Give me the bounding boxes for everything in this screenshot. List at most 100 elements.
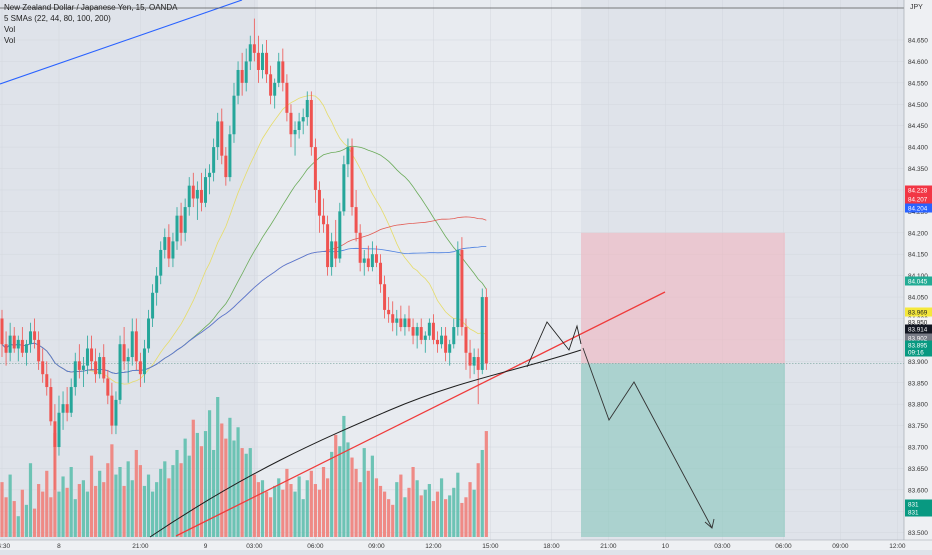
y-tick-label: 84.550: [908, 80, 928, 87]
volume-bar: [130, 480, 134, 537]
sma-indicator-label[interactable]: 5 SMAs (22, 44, 80, 100, 200): [4, 14, 111, 23]
volume-bar: [175, 449, 179, 537]
candle-body: [354, 207, 358, 233]
x-tick-label: 06:00: [775, 543, 792, 550]
volume-bar: [228, 417, 232, 537]
volume-bar: [212, 449, 216, 537]
volume-bar: [0, 482, 4, 537]
candle-body: [403, 318, 407, 328]
take-profit-zone: [581, 363, 785, 537]
y-tick-label: 84.600: [908, 59, 928, 66]
candle-body: [155, 275, 159, 293]
volume-bar: [480, 449, 484, 537]
price-badge: [905, 499, 932, 509]
candle-body: [85, 348, 89, 366]
candle-body: [90, 348, 94, 362]
candle-body: [98, 357, 102, 375]
x-tick-label: 03:00: [714, 543, 731, 550]
symbol-title[interactable]: New Zealand Dollar / Japanese Yen, 15, O…: [4, 3, 178, 12]
short-position-tool[interactable]: [0, 232, 904, 537]
candle-body: [281, 61, 285, 83]
x-tick-label: 09:00: [832, 543, 849, 550]
price-badge-label: 09:16: [908, 350, 924, 357]
volume-bar: [403, 497, 407, 537]
x-tick-label: 21:00: [600, 543, 617, 550]
candle-body: [387, 309, 391, 315]
y-tick-label: 83.900: [908, 359, 928, 366]
volume-bar: [94, 485, 98, 537]
candle-body: [130, 331, 134, 358]
volume-bar: [32, 508, 37, 537]
volume-bar: [191, 419, 195, 537]
volume-bar: [179, 463, 183, 537]
volume-bar: [415, 480, 419, 537]
candle-body: [419, 327, 423, 340]
volume-bar: [476, 463, 480, 537]
candle-body: [41, 361, 45, 375]
candle-body: [37, 339, 41, 362]
volume-bar: [65, 487, 69, 537]
candle-body: [440, 335, 444, 345]
volume-bar: [106, 463, 110, 537]
candle-body: [106, 378, 110, 396]
price-badge-label: 83.914: [908, 327, 928, 334]
volume-bar: [334, 434, 338, 537]
volume-bar: [171, 465, 175, 537]
candle-body: [456, 249, 460, 328]
volume-bar: [399, 474, 403, 537]
volume-bar: [378, 485, 383, 537]
x-tick-label: 18:00: [543, 543, 560, 550]
y-tick-label: 83.500: [908, 530, 928, 537]
volume-bar: [444, 499, 448, 537]
volume-bar: [41, 491, 45, 537]
volume-indicator-label-2[interactable]: Vol: [4, 36, 16, 45]
candle-body: [399, 318, 403, 328]
candle-body: [228, 134, 232, 178]
candle-body: [411, 327, 415, 336]
candle-body: [374, 254, 378, 263]
price-axis[interactable]: [904, 0, 932, 540]
candle-body: [256, 52, 260, 70]
price-badge: [905, 203, 932, 213]
volume-bar: [382, 491, 387, 537]
price-badge: [905, 276, 932, 286]
volume-bar: [187, 455, 191, 537]
volume-bar: [256, 482, 261, 537]
volume-bar: [126, 461, 130, 537]
price-badge: [905, 333, 932, 343]
price-badge: [905, 340, 932, 350]
volume-bar: [419, 495, 423, 537]
volume-bar: [61, 476, 65, 537]
price-badge-label: 831: [908, 510, 919, 517]
volume-bar: [49, 497, 53, 537]
volume-bar: [102, 482, 106, 537]
candle-body: [305, 99, 309, 118]
candle-body: [216, 121, 220, 148]
candle-body: [232, 95, 236, 135]
session-highlight: [258, 0, 581, 540]
price-badge-label: 84.045: [908, 279, 928, 286]
volume-bar: [216, 397, 220, 537]
candle-body: [464, 327, 468, 353]
candle-body: [65, 404, 69, 413]
currency-label: JPY: [910, 4, 923, 11]
volume-bar: [114, 474, 118, 537]
chart-legend: New Zealand Dollar / Japanese Yen, 15, O…: [4, 2, 177, 46]
drawings[interactable]: [0, 0, 715, 538]
candle-body: [191, 185, 195, 199]
volume-bar: [281, 489, 285, 537]
candle-body: [151, 292, 155, 319]
price-badge: [905, 307, 932, 317]
volume-bar: [289, 484, 293, 537]
volume-bar: [411, 467, 415, 537]
candle-body: [370, 254, 374, 268]
price-badges: 84.22884.20784.20484.04583.96983.95083.9…: [905, 185, 932, 517]
candle-body: [317, 189, 321, 216]
volume-bar: [464, 497, 468, 537]
volume-indicator-label[interactable]: Vol: [4, 25, 16, 34]
volume-bar: [224, 438, 228, 537]
time-axis[interactable]: [0, 540, 932, 550]
y-tick-label: 84.200: [908, 230, 928, 237]
